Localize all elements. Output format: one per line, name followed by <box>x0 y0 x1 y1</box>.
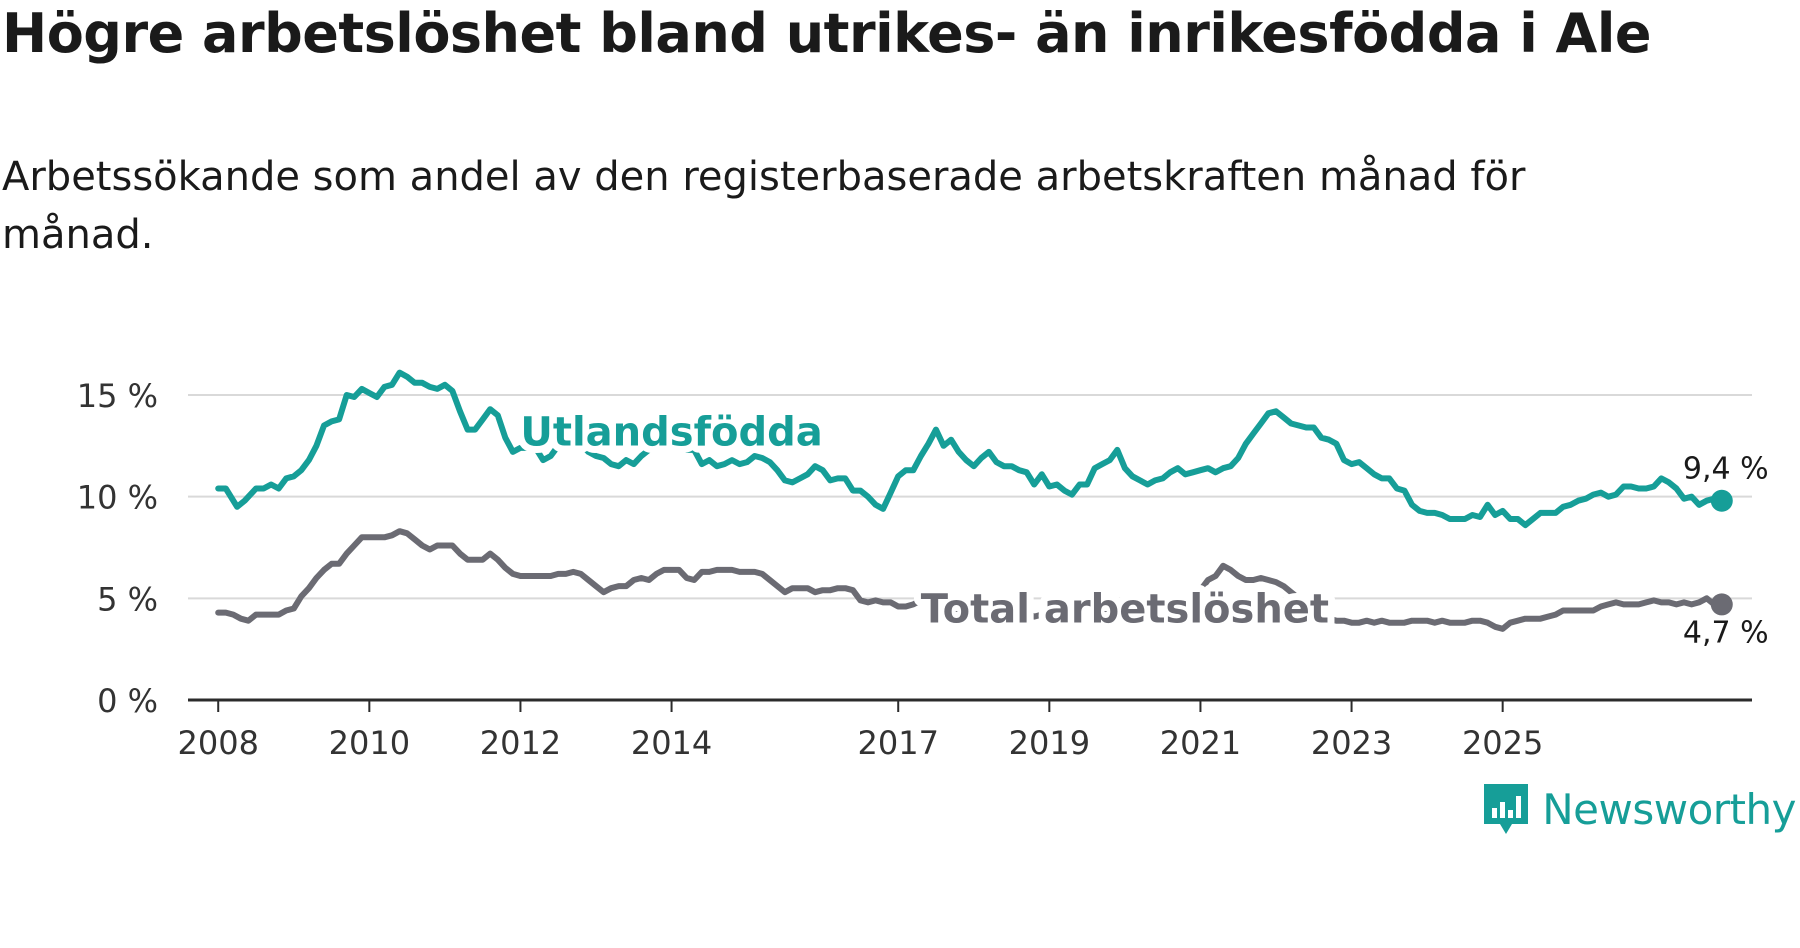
series-label-halo: Total arbetslöshet <box>921 587 1329 633</box>
series-end-dot-total <box>1710 593 1733 616</box>
y-tick-label: 0 % <box>97 682 158 720</box>
series-label-foreign-born: Utlandsfödda <box>520 410 822 456</box>
series-line-total <box>215 528 1725 632</box>
x-tick-label: 2012 <box>480 724 561 762</box>
series-label-halo: Utlandsfödda <box>520 410 822 456</box>
y-tick-label: 15 % <box>77 377 158 415</box>
newsworthy-logo: Newsworthy <box>1480 780 1796 838</box>
x-tick-label: 2021 <box>1160 724 1241 762</box>
end-value-label: 4,7 % <box>1683 615 1769 650</box>
end-value-label: 9,4 % <box>1683 452 1769 487</box>
x-tick-label: 2008 <box>178 724 259 762</box>
x-tick-label: 2010 <box>329 724 410 762</box>
series-line-foreign-born <box>215 369 1725 529</box>
page-title: Högre arbetslöshet bland utrikes- än inr… <box>2 2 1651 65</box>
x-tick-label: 2017 <box>858 724 939 762</box>
x-tick-label: 2014 <box>631 724 712 762</box>
y-tick-label: 10 % <box>77 479 158 517</box>
newsworthy-logo-icon <box>1484 784 1529 834</box>
page-subtitle: Arbetssökande som andel av den registerb… <box>2 154 1526 258</box>
series-end-dot-foreign-born <box>1710 489 1733 512</box>
x-tick-label: 2025 <box>1462 724 1543 762</box>
x-tick-label: 2019 <box>1009 724 1090 762</box>
x-tick-label: 2023 <box>1311 724 1392 762</box>
newsworthy-logo-text: Newsworthy <box>1542 784 1796 834</box>
series-label-total: Total arbetslöshet <box>921 587 1329 633</box>
y-tick-label: 5 % <box>97 580 158 618</box>
